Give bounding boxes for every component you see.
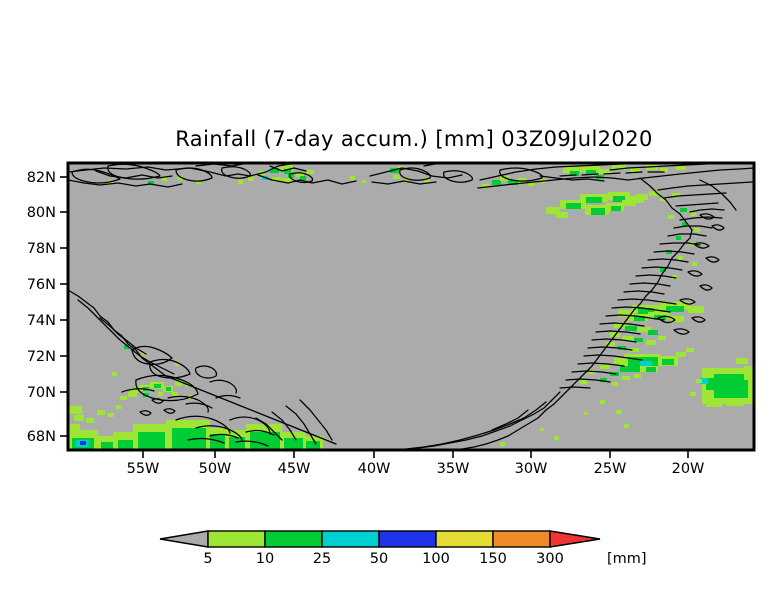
x-axis: 55W 50W 45W 40W 35W 30W 25W 20W [127, 450, 705, 477]
x-tick-label-40w: 40W [358, 461, 391, 477]
x-tick-label-20w: 20W [672, 461, 705, 477]
colorbar-tick-50: 50 [370, 551, 388, 567]
colorbar-tick-300: 300 [536, 551, 564, 567]
map-frame [66, 161, 756, 452]
x-tick-label-30w: 30W [515, 461, 548, 477]
colorbar-tick-150: 150 [479, 551, 507, 567]
x-tick-label-25w: 25W [594, 461, 627, 477]
x-tick-label-50w: 50W [199, 461, 232, 477]
page-title: Rainfall (7-day accum.) [mm] 03Z09Jul202… [175, 127, 652, 151]
y-axis: 82N 80N 78N 76N 74N 72N 70N 68N [27, 170, 68, 445]
y-tick-label-76n: 76N [27, 277, 56, 293]
colorbar-units-label: [mm] [607, 551, 647, 567]
x-tick-label-45w: 45W [278, 461, 311, 477]
colorbar-segment-100-150 [435, 530, 494, 548]
colorbar-tick-10: 10 [256, 551, 274, 567]
y-tick-label-70n: 70N [27, 385, 56, 401]
y-tick-label-72n: 72N [27, 349, 56, 365]
y-tick-label-74n: 74N [27, 313, 56, 329]
colorbar: 5 10 25 50 100 150 300 [mm] [159, 530, 647, 567]
map-panel [66, 161, 756, 452]
colorbar-tick-5: 5 [203, 551, 212, 567]
colorbar-segment-5-10 [207, 530, 266, 548]
y-tick-label-78n: 78N [27, 241, 56, 257]
colorbar-tick-100: 100 [422, 551, 450, 567]
colorbar-over-arrow [549, 530, 601, 548]
y-tick-label-80n: 80N [27, 205, 56, 221]
colorbar-segment-150-300 [492, 530, 551, 548]
precip-northeast-belt [482, 165, 700, 279]
precip-scattered-south [500, 400, 629, 446]
y-tick-label-82n: 82N [27, 170, 56, 186]
colorbar-segment-25-50 [321, 530, 380, 548]
precip-offshore-blob [690, 358, 754, 407]
colorbar-segment-10-25 [264, 530, 323, 548]
precip-shading-layer [68, 165, 754, 450]
x-tick-label-35w: 35W [437, 461, 470, 477]
colorbar-segment-50-100 [378, 530, 437, 548]
x-tick-label-55w: 55W [127, 461, 160, 477]
colorbar-tick-25: 25 [313, 551, 331, 567]
precip-southwest-cluster [68, 420, 323, 450]
y-tick-label-68n: 68N [27, 429, 56, 445]
